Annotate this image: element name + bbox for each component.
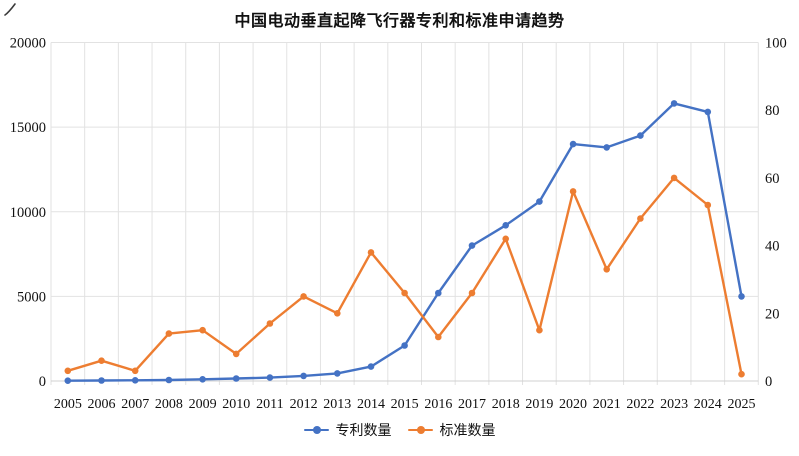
standards-legend-marker-icon	[407, 426, 433, 435]
svg-text:5000: 5000	[17, 289, 46, 305]
corner-pen-mark	[4, 3, 16, 16]
svg-text:2016: 2016	[424, 397, 452, 412]
svg-text:2013: 2013	[323, 397, 351, 412]
svg-text:2025: 2025	[727, 397, 755, 412]
legend-label-standards: 标准数量	[439, 424, 496, 439]
trend-line-chart: 0 5000 10000 15000 20000 0 20 40 60 80 100 2005 2006…	[10, 36, 787, 413]
svg-text:2018: 2018	[492, 397, 520, 412]
svg-text:2019: 2019	[525, 397, 553, 412]
svg-text:2006: 2006	[88, 397, 116, 412]
svg-text:60: 60	[765, 171, 780, 187]
svg-text:2008: 2008	[155, 397, 183, 412]
svg-text:2023: 2023	[660, 397, 688, 412]
x-axis-labels: 2005 2006 2007 2008 2009 2010 2011 2012 2013 2014…	[54, 397, 756, 412]
svg-text:2020: 2020	[559, 397, 587, 412]
svg-text:2011: 2011	[256, 397, 283, 412]
legend-item-standards: 标准数量	[407, 420, 496, 440]
y-axis-left-labels: 0 5000 10000 15000 20000	[10, 36, 46, 391]
svg-text:20000: 20000	[10, 36, 46, 52]
svg-text:0: 0	[39, 374, 46, 390]
svg-text:2007: 2007	[121, 397, 149, 412]
svg-text:2014: 2014	[357, 397, 385, 412]
legend-label-patents: 专利数量	[335, 424, 392, 439]
svg-text:2009: 2009	[189, 397, 217, 412]
series-line-patents	[64, 100, 745, 385]
svg-text:0: 0	[765, 374, 772, 390]
svg-text:2024: 2024	[694, 397, 722, 412]
svg-text:80: 80	[765, 103, 780, 119]
svg-text:10000: 10000	[10, 205, 46, 221]
patents-legend-marker-icon	[303, 426, 329, 435]
svg-text:2010: 2010	[222, 397, 250, 412]
gridlines	[50, 42, 759, 385]
svg-text:40: 40	[765, 239, 780, 255]
svg-text:2017: 2017	[458, 397, 486, 412]
svg-text:2022: 2022	[626, 397, 654, 412]
chart-title: 中国电动垂直起降飞行器专利和标准申请趋势	[234, 13, 565, 30]
svg-text:2005: 2005	[54, 397, 82, 412]
series-line-standards	[64, 174, 745, 378]
chart-legend: 专利数量 标准数量	[0, 420, 799, 440]
svg-text:2012: 2012	[290, 397, 318, 412]
legend-item-patents: 专利数量	[303, 420, 392, 440]
svg-text:2015: 2015	[391, 397, 419, 412]
y-axis-right-labels: 0 20 40 60 80 100	[765, 36, 787, 391]
svg-text:2021: 2021	[593, 397, 621, 412]
svg-text:100: 100	[765, 36, 787, 52]
svg-text:15000: 15000	[10, 120, 46, 136]
svg-text:20: 20	[765, 306, 780, 322]
